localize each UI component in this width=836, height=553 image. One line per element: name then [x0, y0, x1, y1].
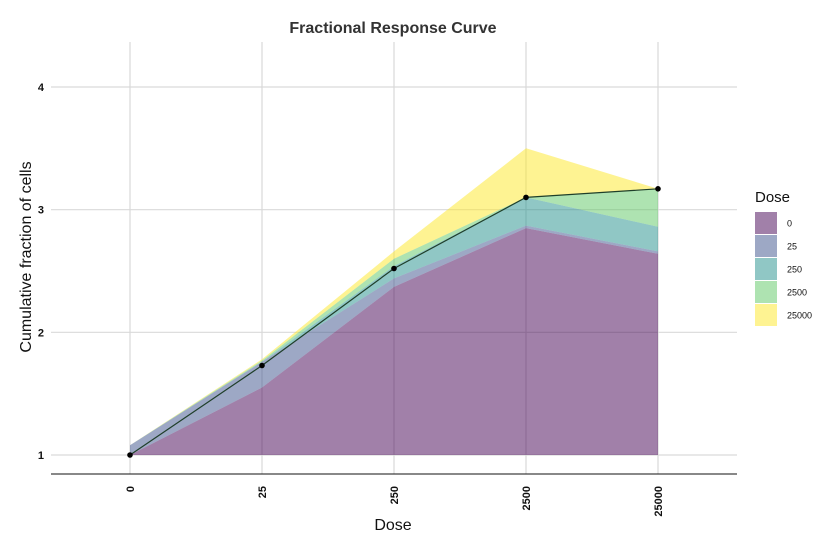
legend-key-25000 — [755, 304, 777, 326]
legend-label-250: 250 — [787, 265, 802, 275]
mean-point-2500 — [523, 194, 529, 201]
y-tick-label-4: 4 — [38, 82, 45, 94]
x-tick-label-25: 25 — [257, 486, 269, 498]
y-tick-label-3: 3 — [38, 205, 44, 217]
mean-point-25000 — [655, 186, 661, 192]
y-axis-title: Cumulative fraction of cells — [18, 161, 35, 352]
mean-point-250 — [391, 265, 397, 272]
x-tick-label-25000: 25000 — [653, 486, 665, 517]
legend-label-25000: 25000 — [787, 311, 812, 321]
legend-label-0: 0 — [787, 219, 792, 229]
y-tick-label-2: 2 — [38, 327, 44, 339]
legend-label-25: 25 — [787, 242, 797, 252]
x-tick-label-250: 250 — [389, 486, 401, 504]
area-series-250 — [130, 197, 658, 446]
legend-label-2500: 2500 — [787, 288, 807, 298]
x-tick-label-0: 0 — [125, 486, 137, 492]
series-areas — [130, 148, 658, 455]
legend-items: 0 25 250 2500 25000 — [755, 212, 812, 326]
legend-key-0 — [755, 212, 777, 234]
legend-key-25 — [755, 235, 777, 257]
legend-key-2500 — [755, 281, 777, 303]
mean-line-layer — [127, 186, 661, 458]
area-series-2500 — [130, 188, 658, 446]
mean-point-0 — [127, 452, 133, 458]
chart-title: Fractional Response Curve — [289, 20, 496, 37]
area-series-0 — [130, 228, 658, 455]
x-axis-title: Dose — [374, 517, 411, 534]
legend-key-250 — [755, 258, 777, 280]
x-tick-label-2500: 2500 — [521, 486, 533, 510]
mean-point-25 — [259, 362, 265, 369]
x-tick-labels: 0 25 250 2500 25000 — [125, 486, 665, 517]
legend: Dose 0 25 250 2500 25000 — [755, 189, 812, 326]
y-tick-label-1: 1 — [38, 450, 44, 462]
area-series-25000 — [130, 148, 658, 446]
legend-title: Dose — [755, 189, 790, 206]
y-tick-labels: 1 2 3 4 — [38, 82, 45, 462]
